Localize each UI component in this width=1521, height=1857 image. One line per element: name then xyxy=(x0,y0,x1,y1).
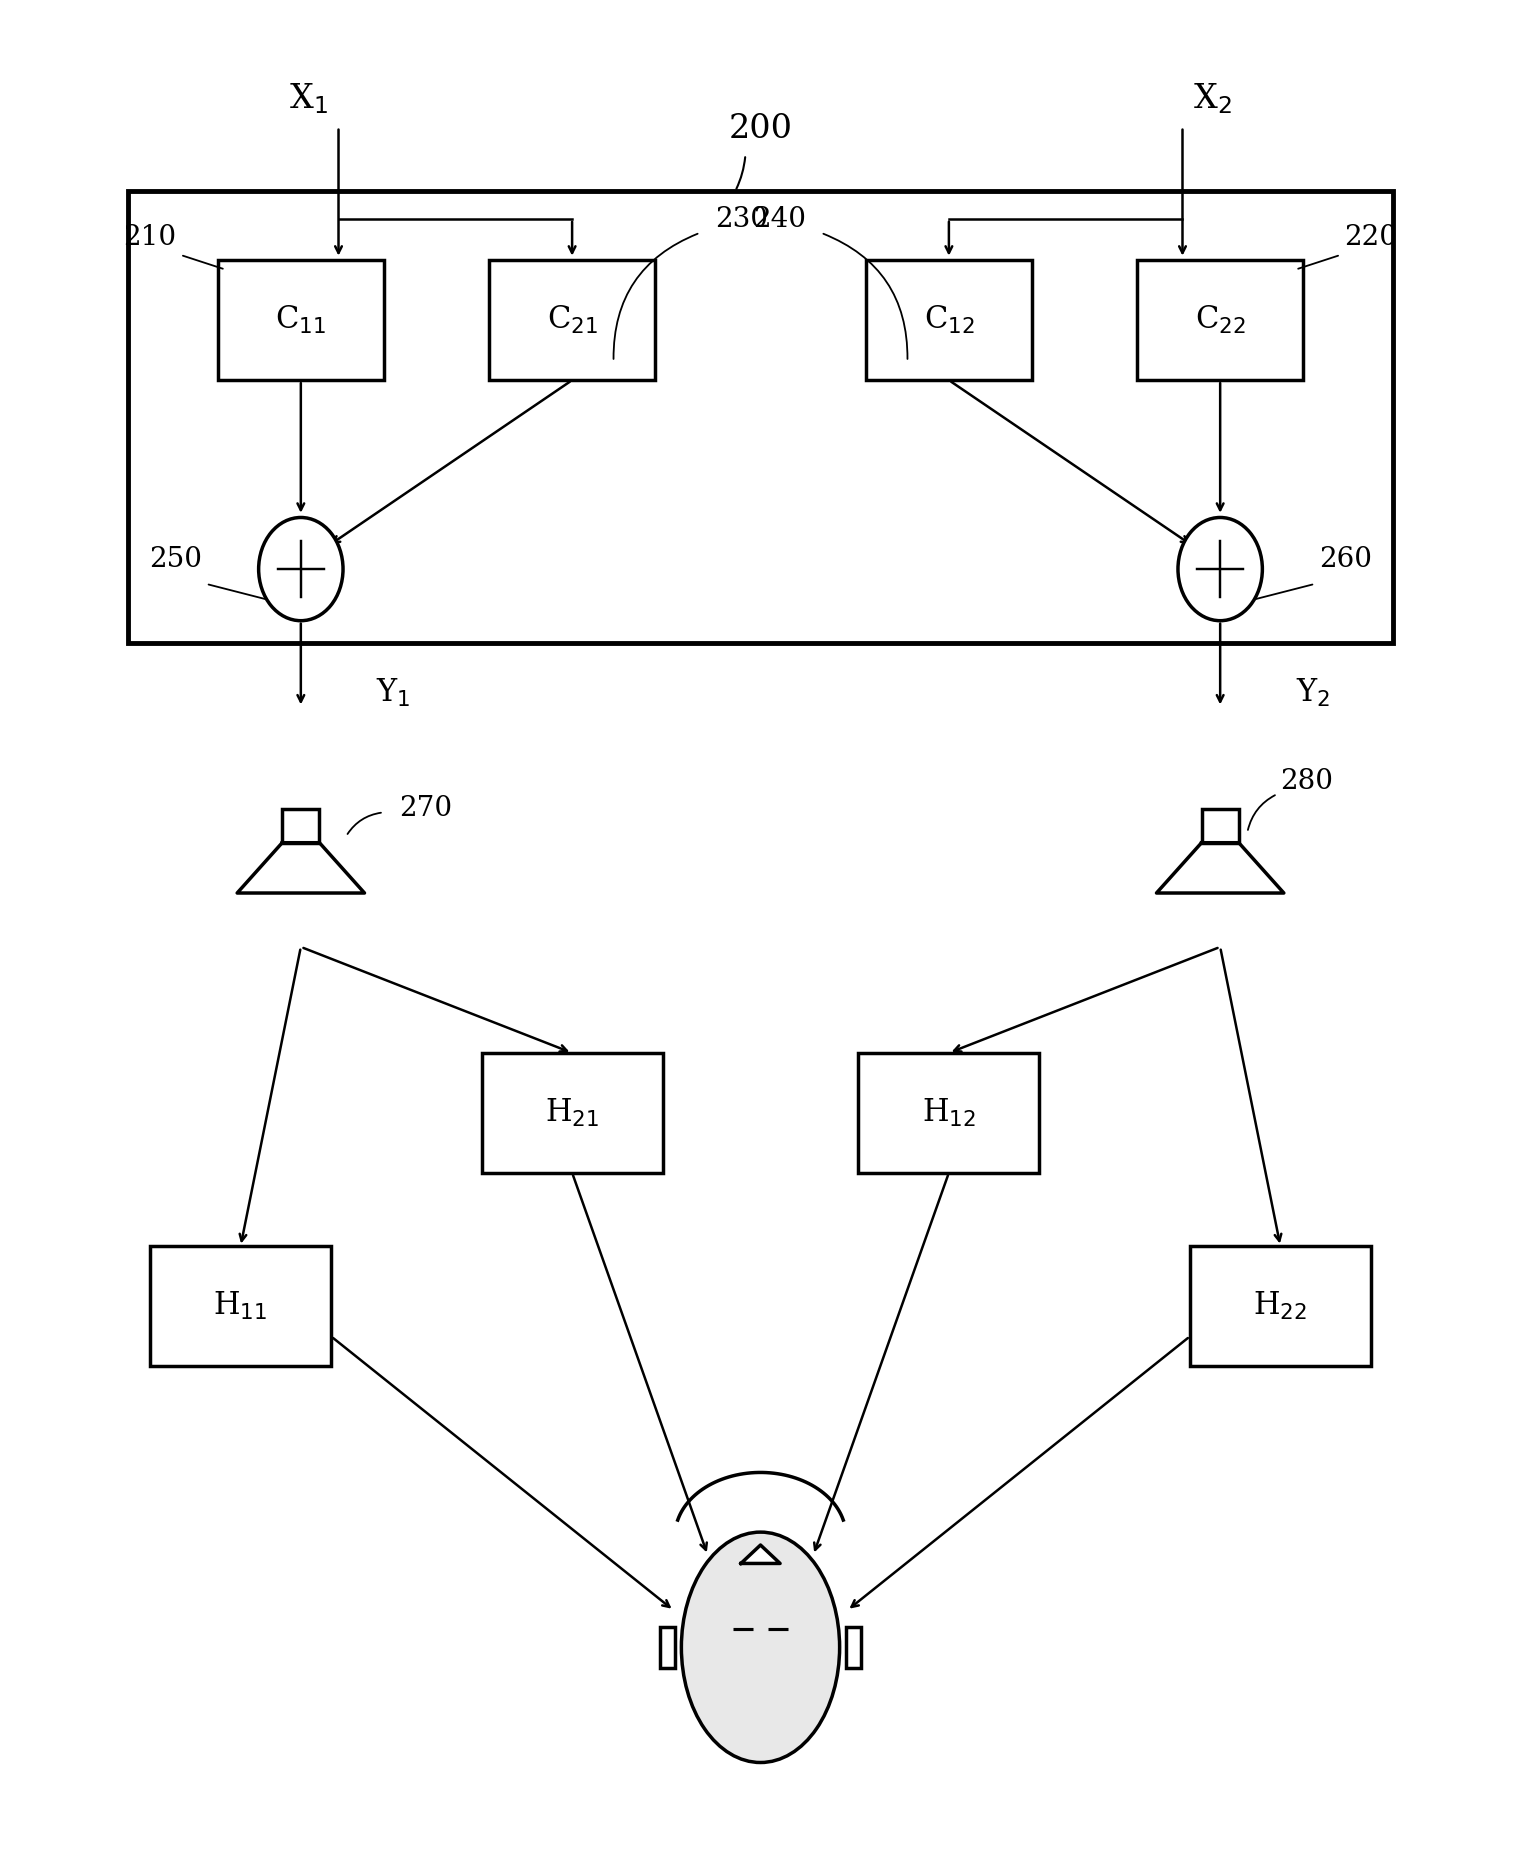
Text: Y$_2$: Y$_2$ xyxy=(1296,676,1329,709)
Bar xyxy=(1189,1246,1370,1367)
Ellipse shape xyxy=(681,1532,840,1762)
Bar xyxy=(128,191,1393,643)
Text: 210: 210 xyxy=(123,225,176,251)
Text: H$_{21}$: H$_{21}$ xyxy=(545,1097,599,1129)
Text: 270: 270 xyxy=(399,795,452,823)
Circle shape xyxy=(1177,518,1262,620)
Bar xyxy=(1138,260,1303,381)
Bar xyxy=(858,1053,1039,1174)
Text: 280: 280 xyxy=(1281,767,1334,795)
Text: Y$_1$: Y$_1$ xyxy=(376,676,411,709)
Text: H$_{22}$: H$_{22}$ xyxy=(1253,1291,1308,1322)
Text: 240: 240 xyxy=(753,206,806,232)
Text: H$_{12}$: H$_{12}$ xyxy=(922,1097,976,1129)
Text: 230: 230 xyxy=(715,206,768,232)
Bar xyxy=(283,810,319,843)
Circle shape xyxy=(259,518,344,620)
Polygon shape xyxy=(237,843,365,893)
Bar xyxy=(865,260,1031,381)
Text: 220: 220 xyxy=(1345,225,1398,251)
Text: C$_{12}$: C$_{12}$ xyxy=(923,305,975,336)
Text: C$_{11}$: C$_{11}$ xyxy=(275,305,325,336)
Bar xyxy=(1202,810,1238,843)
Bar xyxy=(151,1246,332,1367)
Text: X$_2$: X$_2$ xyxy=(1194,82,1232,117)
Text: X$_1$: X$_1$ xyxy=(289,82,329,117)
Text: 250: 250 xyxy=(149,546,202,574)
Bar xyxy=(490,260,656,381)
Bar xyxy=(482,1053,663,1174)
Text: 200: 200 xyxy=(729,113,792,145)
Text: C$_{21}$: C$_{21}$ xyxy=(546,305,598,336)
Text: C$_{22}$: C$_{22}$ xyxy=(1196,305,1246,336)
Bar xyxy=(660,1627,675,1668)
Polygon shape xyxy=(741,1545,780,1564)
Text: H$_{11}$: H$_{11}$ xyxy=(213,1291,268,1322)
Bar xyxy=(846,1627,861,1668)
Polygon shape xyxy=(1156,843,1284,893)
Text: 260: 260 xyxy=(1319,546,1372,574)
Bar xyxy=(218,260,383,381)
